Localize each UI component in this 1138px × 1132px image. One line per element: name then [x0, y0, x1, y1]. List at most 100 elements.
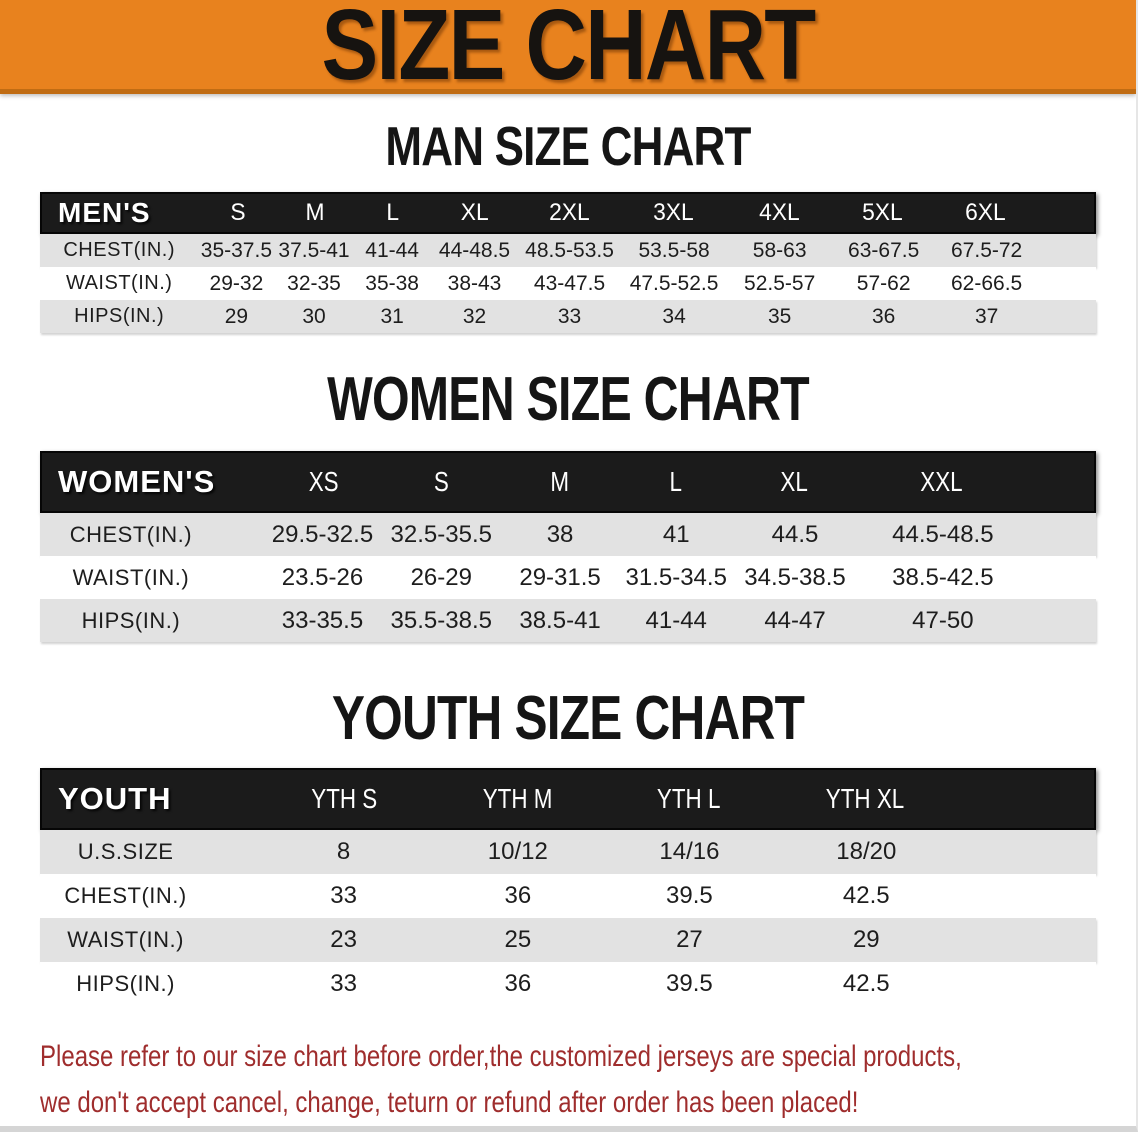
size-column-header: 5XL: [862, 199, 903, 226]
size-value: 44.5-48.5: [892, 520, 994, 548]
size-value: 63-67.5: [848, 238, 920, 262]
size-value: 43-47.5: [533, 271, 606, 295]
size-value: 23.5-26: [281, 563, 364, 591]
size-value: 58-63: [752, 238, 807, 262]
size-value: 52.5-57: [744, 271, 816, 295]
size-value: 37.5-41: [278, 238, 350, 262]
women-size-chart-heading: WOMEN SIZE CHART: [327, 365, 810, 434]
size-value: 32.5-35.5: [390, 520, 492, 548]
size-value: 10/12: [487, 838, 548, 865]
size-value: 32: [462, 304, 487, 328]
size-value: 42.5: [842, 882, 890, 909]
table-row: CHEST(IN.) 35-37.5 37.5-41 41-44 44-48.5 48.5…: [40, 234, 1096, 267]
size-column-header: L: [669, 466, 683, 497]
row-label: U.S.SIZE: [77, 839, 174, 864]
size-value: 39.5: [666, 882, 713, 909]
size-value: 41-44: [645, 606, 707, 634]
size-column-header: 2XL: [549, 199, 590, 226]
size-value: 47-50: [912, 606, 974, 634]
row-label: HIPS(IN.): [74, 305, 165, 327]
row-label: CHEST(IN.): [64, 883, 187, 908]
size-value: 27: [676, 926, 703, 953]
size-column-header: 6XL: [964, 199, 1006, 226]
man-size-chart-heading: MAN SIZE CHART: [385, 115, 751, 177]
size-value: 39.5: [666, 970, 713, 997]
table-header-row: MEN'S S M L XL 2XL 3XL 4XL 5XL 6XL: [40, 192, 1096, 234]
table-header-label: WOMEN'S: [58, 464, 216, 499]
size-value: 31: [380, 304, 404, 328]
size-value: 41-44: [365, 238, 419, 262]
size-value: 48.5-53.5: [525, 238, 614, 262]
size-column-header: M: [305, 199, 325, 226]
size-value: 35-38: [365, 271, 419, 295]
size-column-header: S: [230, 199, 246, 226]
size-column-header: XXL: [920, 466, 963, 497]
table-header-row: WOMEN'S XS S M L XL XXL: [40, 451, 1096, 513]
man-size-chart-section: MAN SIZE CHART MEN'S S M L XL 2XL 3XL 4XL 5XL 6XL…: [40, 119, 1096, 333]
size-column-header: YTH L: [657, 783, 721, 814]
size-value: 38.5-42.5: [892, 563, 994, 591]
youth-size-table: YOUTH YTH S YTH M YTH L YTH XL U.S.SIZE 8 10/12…: [40, 768, 1096, 1006]
size-column-header: YTH M: [483, 783, 553, 814]
row-label: WAIST(IN.): [67, 927, 184, 952]
size-value: 44-48.5: [438, 238, 511, 262]
size-value: 32-35: [287, 271, 341, 295]
size-value: 29-32: [209, 271, 264, 295]
size-value: 33: [330, 882, 357, 909]
banner: SIZE CHART: [0, 0, 1136, 101]
size-value: 29-31.5: [519, 563, 601, 591]
size-value: 36: [504, 882, 532, 909]
size-column-header: S: [434, 466, 450, 497]
table-row: HIPS(IN.) 33 36 39.5 42.5: [40, 962, 1096, 1006]
size-column-header: XL: [460, 199, 489, 226]
size-value: 33: [557, 304, 582, 328]
size-column-header: 4XL: [758, 199, 800, 226]
disclaimer: Please refer to our size chart before or…: [0, 1006, 1136, 1126]
table-header-label: MEN'S: [58, 197, 151, 228]
disclaimer-line-2: we don't accept cancel, change, teturn o…: [40, 1086, 859, 1119]
size-value: 62-66.5: [951, 271, 1023, 295]
size-value: 37: [974, 304, 999, 328]
size-value: 67.5-72: [951, 238, 1023, 262]
youth-size-chart-section: YOUTH SIZE CHART YOUTH YTH S YTH M YTH L YTH…: [40, 688, 1096, 1006]
size-value: 34: [662, 304, 686, 328]
womens-size-table: WOMEN'S XS S M L XL XXL CHEST(IN.) 29.5-32.5 32.5…: [40, 451, 1096, 642]
women-size-chart-section: WOMEN SIZE CHART WOMEN'S XS S M L XL XXL CHEST(…: [40, 369, 1096, 642]
row-label: WAIST(IN.): [65, 272, 173, 294]
size-value: 29.5-32.5: [271, 520, 374, 548]
size-value: 57-62: [856, 271, 911, 295]
size-value: 38: [546, 520, 574, 548]
banner-title: SIZE CHART: [321, 0, 817, 101]
table-row: WAIST(IN.) 23 25 27 29: [40, 918, 1096, 962]
size-column-header: XS: [308, 466, 339, 497]
size-value: 42.5: [842, 970, 890, 997]
size-value: 25: [504, 926, 532, 953]
mens-size-table: MEN'S S M L XL 2XL 3XL 4XL 5XL 6XL CHEST(IN.) 35-37…: [40, 192, 1096, 333]
table-header-row: YOUTH YTH S YTH M YTH L YTH XL: [40, 768, 1096, 830]
size-value: 33: [330, 970, 357, 997]
size-value: 23: [330, 926, 357, 953]
size-column-header: M: [550, 466, 570, 497]
size-column-header: L: [386, 199, 400, 226]
table-row: WAIST(IN.) 29-32 32-35 35-38 38-43 43-47.5 47.…: [40, 267, 1096, 300]
size-value: 8: [336, 838, 351, 865]
table-row: HIPS(IN.) 33-35.5 35.5-38.5 38.5-41 41-44 44-…: [40, 599, 1096, 642]
size-value: 53.5-58: [638, 238, 710, 262]
table-row: U.S.SIZE 8 10/12 14/16 18/20: [40, 830, 1096, 874]
size-value: 35.5-38.5: [390, 606, 492, 634]
size-value: 26-29: [410, 563, 472, 591]
table-row: CHEST(IN.) 29.5-32.5 32.5-35.5 38 41 44.5 44.5…: [40, 513, 1096, 556]
size-value: 35-37.5: [200, 238, 273, 262]
youth-size-chart-heading: YOUTH SIZE CHART: [331, 684, 805, 753]
row-label: CHEST(IN.): [69, 521, 193, 547]
size-value: 44-47: [764, 606, 826, 634]
size-value: 38-43: [447, 271, 502, 295]
size-value: 29: [224, 304, 249, 328]
size-value: 31.5-34.5: [625, 563, 727, 591]
size-value: 41: [662, 520, 690, 548]
size-column-header: YTH XL: [825, 783, 905, 814]
row-label: HIPS(IN.): [76, 971, 175, 996]
size-value: 38.5-41: [519, 606, 601, 634]
table-row: HIPS(IN.) 29 30 31 32 33 34 35 36 37: [40, 300, 1096, 333]
